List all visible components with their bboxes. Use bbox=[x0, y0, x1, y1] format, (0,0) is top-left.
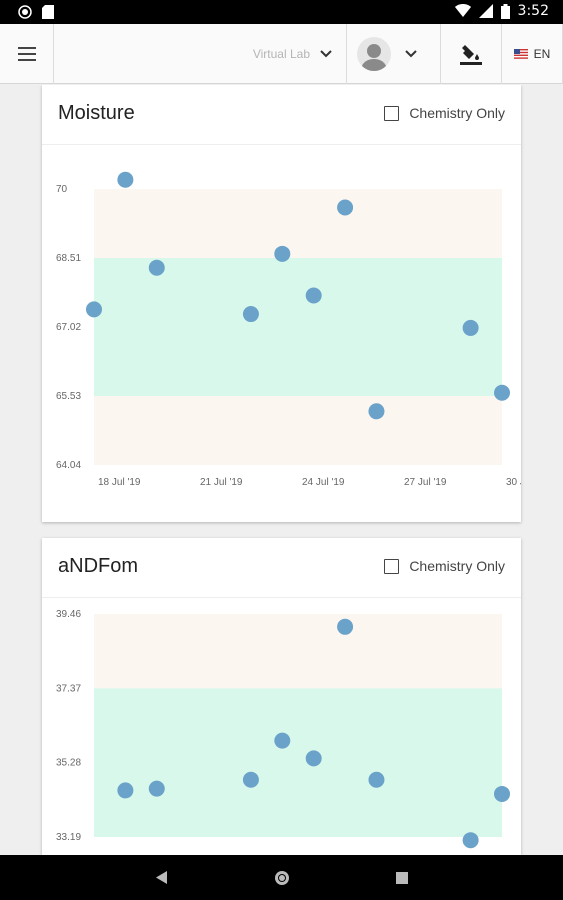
y-tick-label: 33.19 bbox=[56, 832, 81, 843]
data-point bbox=[274, 245, 291, 262]
user-silhouette-icon bbox=[361, 44, 387, 71]
status-bar: 3:52 bbox=[0, 0, 563, 24]
data-point bbox=[242, 771, 259, 788]
record-icon bbox=[18, 5, 32, 19]
y-tick-label: 70 bbox=[56, 184, 68, 195]
y-tick-label: 37.37 bbox=[56, 683, 81, 694]
data-point bbox=[462, 319, 479, 336]
data-point bbox=[148, 259, 165, 276]
data-point bbox=[494, 785, 510, 802]
data-point bbox=[368, 403, 385, 420]
clock-time: 3:52 bbox=[517, 3, 549, 19]
moisture-chart: 70 68.51 67.02 65.53 64.04 18 Jul '19 21 Jul '… bbox=[56, 171, 521, 488]
card-title: aNDFom bbox=[58, 555, 139, 577]
scroll-gutter bbox=[539, 85, 563, 855]
x-tick-label: 21 Jul '19 bbox=[200, 477, 243, 488]
x-tick-label: 27 Jul '19 bbox=[404, 477, 447, 488]
wifi-icon bbox=[454, 4, 471, 17]
data-point bbox=[274, 732, 291, 749]
menu-icon bbox=[17, 47, 36, 61]
us-flag-icon bbox=[513, 49, 528, 59]
paint-bucket-icon bbox=[460, 45, 482, 65]
y-tick-label: 39.46 bbox=[56, 609, 81, 620]
user-menu[interactable] bbox=[347, 24, 441, 84]
y-tick-label: 64.04 bbox=[56, 460, 81, 471]
target-range-band bbox=[94, 688, 502, 837]
signal-icon bbox=[478, 4, 493, 18]
card-header: aNDFom Chemistry Only bbox=[42, 538, 521, 598]
target-range-band bbox=[94, 258, 502, 396]
y-tick-label: 65.53 bbox=[56, 391, 81, 402]
chemistry-only-toggle[interactable]: Chemistry Only bbox=[384, 105, 505, 121]
data-point bbox=[117, 782, 134, 799]
theme-button[interactable] bbox=[441, 24, 502, 84]
chemistry-only-checkbox[interactable] bbox=[384, 105, 400, 121]
data-point bbox=[148, 780, 165, 797]
content-scroll-area[interactable]: Moisture Chemistry Only 70 68.51 67.02 65.5… bbox=[0, 85, 563, 855]
data-point bbox=[337, 618, 354, 635]
navigation-bar bbox=[0, 855, 563, 900]
card-title: Moisture bbox=[58, 102, 135, 124]
chart-card-andfom: aNDFom Chemistry Only 39.46 37.37 35.28 33.… bbox=[42, 538, 521, 855]
back-icon[interactable] bbox=[156, 871, 168, 884]
lab-selector[interactable]: Virtual Lab bbox=[54, 24, 347, 84]
data-point bbox=[494, 384, 510, 401]
data-point bbox=[242, 306, 259, 323]
y-tick-label: 35.28 bbox=[56, 758, 81, 769]
chemistry-only-label: Chemistry Only bbox=[409, 105, 505, 121]
chemistry-only-checkbox[interactable] bbox=[384, 558, 400, 574]
data-point bbox=[86, 301, 102, 318]
data-point bbox=[305, 287, 322, 304]
data-point bbox=[305, 750, 322, 767]
y-tick-label: 67.02 bbox=[56, 322, 81, 333]
lab-name: Virtual Lab bbox=[252, 47, 310, 61]
chart-card-moisture: Moisture Chemistry Only 70 68.51 67.02 65.5… bbox=[42, 85, 521, 522]
sd-card-icon bbox=[42, 5, 54, 19]
menu-button[interactable] bbox=[0, 24, 54, 84]
app-bar: Virtual Lab EN bbox=[0, 24, 563, 84]
x-tick-label: 18 Jul '19 bbox=[98, 477, 141, 488]
card-header: Moisture Chemistry Only bbox=[42, 85, 521, 145]
data-point bbox=[117, 171, 134, 188]
recents-icon[interactable] bbox=[396, 872, 408, 884]
y-tick-label: 68.51 bbox=[56, 253, 81, 264]
x-tick-label: 24 Jul '19 bbox=[302, 477, 345, 488]
data-point bbox=[337, 199, 354, 216]
x-tick-label: 30 Jul '19 bbox=[506, 477, 521, 488]
language-selector[interactable]: EN bbox=[502, 24, 563, 84]
chemistry-only-label: Chemistry Only bbox=[409, 558, 505, 574]
home-icon[interactable] bbox=[273, 869, 291, 887]
avatar bbox=[357, 37, 391, 71]
data-point bbox=[462, 832, 479, 849]
chemistry-only-toggle[interactable]: Chemistry Only bbox=[384, 558, 505, 574]
data-point bbox=[368, 771, 385, 788]
chevron-down-icon bbox=[320, 50, 332, 58]
language-label: EN bbox=[533, 47, 551, 61]
battery-icon bbox=[500, 3, 510, 19]
chevron-down-icon bbox=[405, 50, 417, 58]
andfom-chart: 39.46 37.37 35.28 33.19 bbox=[56, 609, 510, 849]
